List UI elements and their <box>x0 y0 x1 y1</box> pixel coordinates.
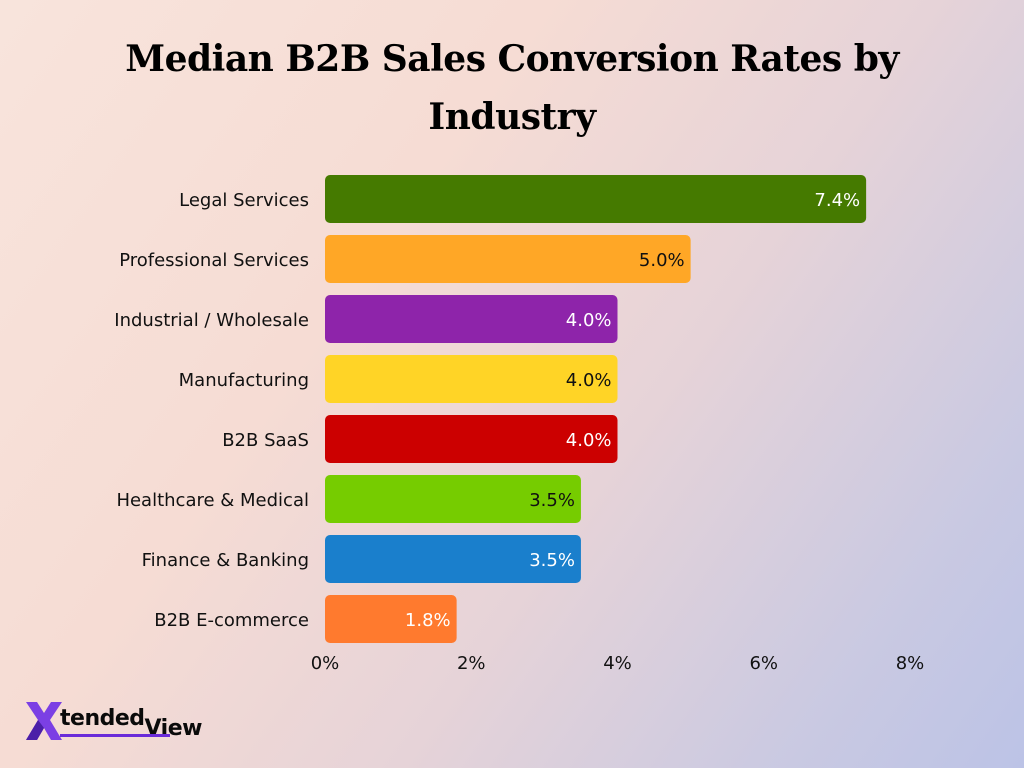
bar-0 <box>325 175 867 223</box>
x-axis-ticks-layer: 0% 2% 4% 6% 8% <box>311 653 925 674</box>
logo-underline <box>60 734 170 737</box>
chart-title: Median B2B Sales Conversion Rates by Ind… <box>0 30 1024 146</box>
bar-5 <box>325 475 581 523</box>
category-label-0: Legal Services <box>179 190 309 211</box>
bar-value-label-7: 1.8% <box>405 610 451 631</box>
x-tick-label-0: 0% <box>311 653 340 674</box>
bar-value-label-1: 5.0% <box>639 250 685 271</box>
bar-1 <box>325 235 691 283</box>
bar-value-label-0: 7.4% <box>814 190 860 211</box>
category-label-4: B2B SaaS <box>222 430 309 451</box>
bar-7 <box>325 595 457 643</box>
logo-text-part2: View <box>144 716 203 741</box>
x-tick-label-2: 4% <box>603 653 632 674</box>
category-label-2: Industrial / Wholesale <box>114 310 309 331</box>
chart-title-line-2: Industry <box>428 96 596 138</box>
bar-value-label-5: 3.5% <box>529 490 575 511</box>
category-label-5: Healthcare & Medical <box>116 490 309 511</box>
bar-3 <box>325 355 618 403</box>
bars-layer: 7.4% 5.0% 4.0% 4.0% 4.0% 3.5% 3.5% 1.8% <box>325 175 867 643</box>
bar-value-label-2: 4.0% <box>566 310 612 331</box>
logo-wordmark: tendedView <box>60 706 202 741</box>
category-label-3: Manufacturing <box>179 370 309 391</box>
bar-4 <box>325 415 618 463</box>
chart-title-line-1: Median B2B Sales Conversion Rates by <box>125 38 899 80</box>
x-logo-icon <box>26 702 62 740</box>
x-tick-label-4: 8% <box>896 653 925 674</box>
bar-2 <box>325 295 618 343</box>
xtendedview-logo: tendedView <box>26 700 226 744</box>
x-tick-label-1: 2% <box>457 653 486 674</box>
bar-value-label-4: 4.0% <box>566 430 612 451</box>
category-label-7: B2B E-commerce <box>154 610 309 631</box>
bar-value-label-3: 4.0% <box>566 370 612 391</box>
bar-chart: 7.4% 5.0% 4.0% 4.0% 4.0% 3.5% 3.5% 1.8% Legal S… <box>114 175 925 674</box>
category-label-6: Finance & Banking <box>142 550 309 571</box>
x-tick-label-3: 6% <box>749 653 778 674</box>
category-labels-layer: Legal Services Professional Services Indus… <box>114 190 309 631</box>
category-label-1: Professional Services <box>119 250 309 271</box>
bar-6 <box>325 535 581 583</box>
logo-text-part1: tended <box>60 706 145 731</box>
bar-value-label-6: 3.5% <box>529 550 575 571</box>
